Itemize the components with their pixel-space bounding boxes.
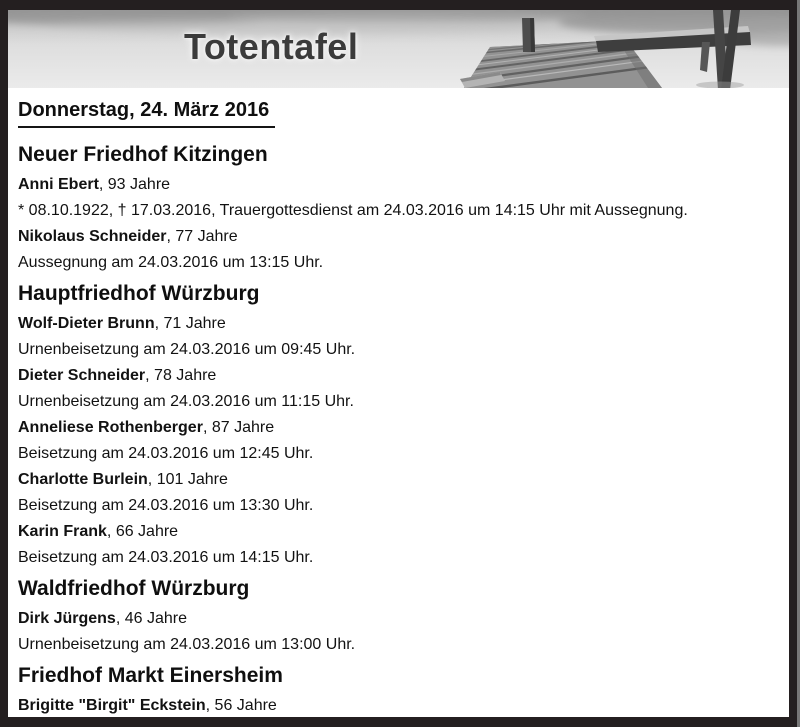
deceased-name-line: Brigitte "Birgit" Eckstein, 56 Jahre: [18, 693, 777, 717]
service-detail: Beisetzung am 24.03.2016 um 14:15 Uhr.: [18, 549, 314, 566]
deceased-name: Brigitte "Birgit" Eckstein: [18, 697, 206, 714]
cemetery-sections: Neuer Friedhof Kitzingen Anni Ebert, 93 …: [18, 143, 777, 717]
deceased-age: , 101 Jahre: [147, 471, 228, 488]
deceased-name-line: Wolf-Dieter Brunn, 71 Jahre: [18, 311, 777, 337]
service-detail: Beisetzung am 24.03.2016 um 12:45 Uhr.: [18, 445, 314, 462]
deceased-entry: Karin Frank, 66 Jahre Beisetzung am 24.0…: [18, 519, 777, 571]
deceased-entry: Nikolaus Schneider, 77 Jahre Aussegnung …: [18, 224, 777, 276]
date-heading: Donnerstag, 24. März 2016: [18, 98, 276, 128]
cemetery-name: Neuer Friedhof Kitzingen: [18, 143, 268, 166]
deceased-entry: Anni Ebert, 93 Jahre * 08.10.1922, † 17.…: [18, 172, 777, 224]
deceased-age: , 66 Jahre: [106, 523, 179, 540]
deceased-name: Dieter Schneider: [18, 367, 146, 384]
deceased-age: , 78 Jahre: [145, 367, 217, 384]
service-detail: Beisetzung am 24.03.2016 um 13:30 Uhr.: [18, 497, 314, 514]
deceased-age: , 93 Jahre: [98, 176, 171, 193]
entry-list: Wolf-Dieter Brunn, 71 Jahre Urnenbeisetz…: [18, 311, 777, 571]
entry-list: Brigitte "Birgit" Eckstein, 56 Jahre Tra…: [18, 693, 777, 717]
notice-inner-panel: Totentafel Donnerstag, 24. März 2016 Neu…: [8, 10, 789, 717]
service-detail: Urnenbeisetzung am 24.03.2016 um 11:15 U…: [18, 393, 354, 410]
deceased-entry: Dirk Jürgens, 46 Jahre Urnenbeisetzung a…: [18, 606, 777, 658]
deceased-name: Nikolaus Schneider: [18, 228, 167, 245]
cemetery-section: Neuer Friedhof Kitzingen Anni Ebert, 93 …: [18, 143, 777, 276]
entry-list: Dirk Jürgens, 46 Jahre Urnenbeisetzung a…: [18, 606, 777, 658]
notice-body: Donnerstag, 24. März 2016 Neuer Friedhof…: [8, 88, 789, 717]
misty-lake-dock-illustration: [8, 10, 789, 88]
deceased-age: , 87 Jahre: [202, 419, 275, 436]
page-title: Totentafel: [184, 26, 359, 67]
deceased-entry: Wolf-Dieter Brunn, 71 Jahre Urnenbeisetz…: [18, 311, 777, 363]
deceased-name-line: Dirk Jürgens, 46 Jahre: [18, 606, 777, 632]
deceased-name-line: Dieter Schneider, 78 Jahre: [18, 363, 777, 389]
cemetery-section: Hauptfriedhof Würzburg Wolf-Dieter Brunn…: [18, 282, 777, 571]
deceased-entry: Charlotte Burlein, 101 Jahre Beisetzung …: [18, 467, 777, 519]
deceased-name: Anni Ebert: [18, 176, 99, 193]
deceased-name: Anneliese Rothenberger: [18, 419, 203, 436]
service-detail: Urnenbeisetzung am 24.03.2016 um 09:45 U…: [18, 341, 356, 358]
deceased-age: , 71 Jahre: [154, 315, 226, 332]
deceased-name-line: Karin Frank, 66 Jahre: [18, 519, 777, 545]
deceased-name: Wolf-Dieter Brunn: [18, 315, 155, 332]
deceased-age: , 56 Jahre: [205, 697, 277, 714]
deceased-name-line: Nikolaus Schneider, 77 Jahre: [18, 224, 777, 250]
cemetery-section: Waldfriedhof Würzburg Dirk Jürgens, 46 J…: [18, 577, 777, 658]
service-detail: Aussegnung am 24.03.2016 um 13:15 Uhr.: [18, 254, 324, 271]
deceased-name-line: Anni Ebert, 93 Jahre: [18, 172, 777, 198]
scan-edge: [797, 0, 800, 727]
deceased-entry: Dieter Schneider, 78 Jahre Urnenbeisetzu…: [18, 363, 777, 415]
service-detail: * 08.10.1922, † 17.03.2016, Trauergottes…: [18, 202, 688, 219]
deceased-age: , 46 Jahre: [115, 610, 187, 627]
header-photo: Totentafel: [8, 10, 789, 88]
cemetery-section: Friedhof Markt Einersheim Brigitte "Birg…: [18, 664, 777, 717]
cemetery-name: Waldfriedhof Würzburg: [18, 577, 250, 600]
service-detail: Urnenbeisetzung am 24.03.2016 um 13:00 U…: [18, 636, 356, 653]
deceased-name: Karin Frank: [18, 523, 107, 540]
deceased-entry: Brigitte "Birgit" Eckstein, 56 Jahre Tra…: [18, 693, 777, 717]
deceased-name: Dirk Jürgens: [18, 610, 116, 627]
deceased-entry: Anneliese Rothenberger, 87 Jahre Beisetz…: [18, 415, 777, 467]
cemetery-name: Friedhof Markt Einersheim: [18, 664, 283, 687]
deceased-name-line: Anneliese Rothenberger, 87 Jahre: [18, 415, 777, 441]
cemetery-name: Hauptfriedhof Würzburg: [18, 282, 260, 305]
wooden-dock: [460, 10, 751, 88]
deceased-age: , 77 Jahre: [166, 228, 238, 245]
deceased-name: Charlotte Burlein: [18, 471, 148, 488]
entry-list: Anni Ebert, 93 Jahre * 08.10.1922, † 17.…: [18, 172, 777, 276]
deceased-name-line: Charlotte Burlein, 101 Jahre: [18, 467, 777, 493]
